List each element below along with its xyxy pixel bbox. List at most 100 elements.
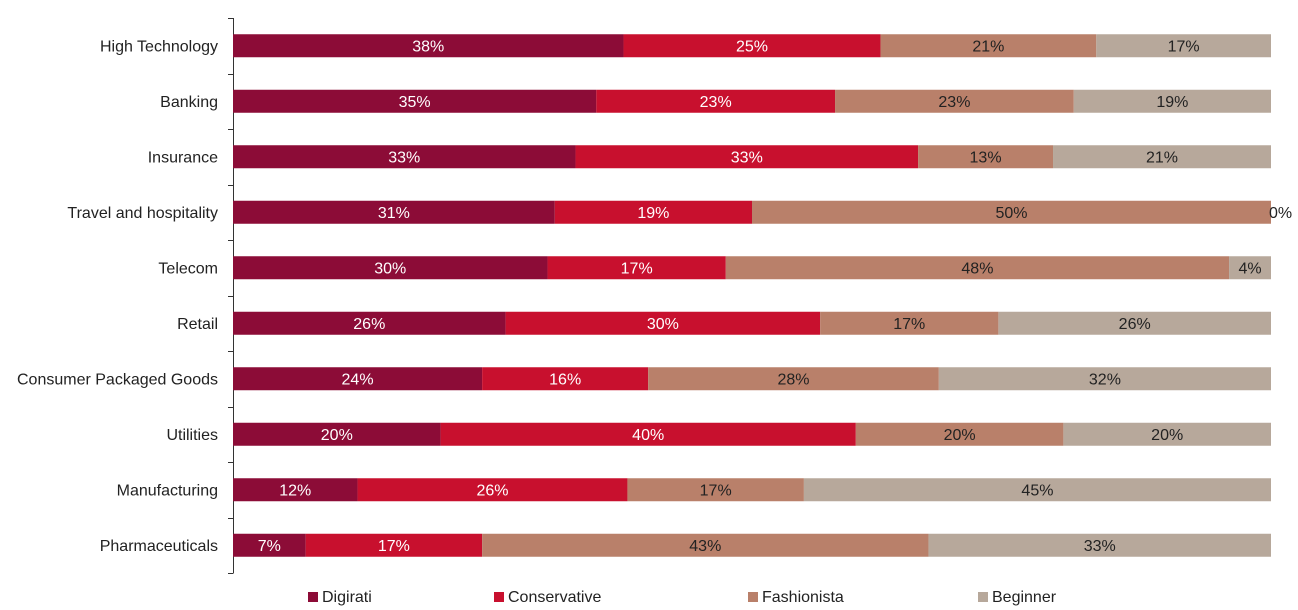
data-label: 30% [374, 260, 406, 277]
category-label: Utilities [166, 427, 218, 444]
data-label: 38% [412, 38, 444, 55]
category-label: Telecom [158, 260, 218, 277]
data-label: 16% [549, 371, 581, 388]
bar-segment-fashionista [648, 367, 939, 391]
legend: Digirati Conservative Fashionista Beginner [308, 589, 1057, 606]
legend-label: Conservative [508, 589, 601, 606]
data-label: 50% [995, 205, 1027, 222]
legend-label: Beginner [992, 589, 1057, 606]
bar-segment-beginner [1229, 256, 1271, 280]
data-label: 20% [321, 427, 353, 444]
bar-segment-fashionista [725, 256, 1230, 280]
data-label: 21% [972, 38, 1004, 55]
bar-segment-beginner [803, 478, 1271, 502]
bar-segment-beginner [928, 533, 1271, 557]
bars: 38% 25% 21% 17% 35% 23% 23% 19% 33% 33% 13% 21% 31% 1… [233, 34, 1292, 557]
data-label: 26% [1119, 316, 1151, 333]
data-label: 12% [279, 482, 311, 499]
data-label: 40% [632, 427, 664, 444]
data-label: 33% [388, 149, 420, 166]
bar-segment-beginner [1073, 89, 1271, 113]
bar-segment-fashionista [820, 311, 999, 335]
data-label: 33% [1084, 538, 1116, 555]
data-label: 30% [647, 316, 679, 333]
legend-item-fashionista: Fashionista [748, 589, 844, 606]
bar-segment-conservative [440, 422, 856, 446]
bar-segment-conservative [623, 34, 881, 58]
bar-segment-digirati [233, 145, 576, 169]
bar-segment-beginner [1063, 422, 1271, 446]
bar-segment-digirati [233, 533, 306, 557]
category-labels: High Technology Banking Insurance Travel an… [17, 38, 218, 555]
bar-segment-digirati [233, 311, 506, 335]
data-label: 0% [1269, 205, 1292, 222]
data-label: 19% [637, 205, 669, 222]
bar-segment-fashionista [752, 200, 1271, 224]
legend-item-conservative: Conservative [494, 589, 601, 606]
bar-segment-fashionista [880, 34, 1097, 58]
data-label: 28% [778, 371, 810, 388]
data-label: 17% [700, 482, 732, 499]
bar-segment-digirati [233, 422, 441, 446]
category-label: Insurance [148, 149, 218, 166]
category-label: Consumer Packaged Goods [17, 371, 218, 388]
data-label: 23% [938, 94, 970, 111]
legend-label: Digirati [322, 589, 372, 606]
bar-segment-conservative [482, 367, 649, 391]
bar-segment-conservative [305, 533, 483, 557]
legend-item-digirati: Digirati [308, 589, 372, 606]
data-label: 17% [621, 260, 653, 277]
category-label: Pharmaceuticals [100, 538, 218, 555]
legend-swatch [978, 592, 988, 602]
category-label: Banking [160, 94, 218, 111]
data-label: 23% [700, 94, 732, 111]
data-label: 20% [944, 427, 976, 444]
data-label: 21% [1146, 149, 1178, 166]
data-label: 17% [893, 316, 925, 333]
bar-segment-fashionista [482, 533, 929, 557]
data-label: 25% [736, 38, 768, 55]
data-label: 20% [1151, 427, 1183, 444]
data-label: 32% [1089, 371, 1121, 388]
legend-item-beginner: Beginner [978, 589, 1057, 606]
data-label: 48% [961, 260, 993, 277]
bar-segment-digirati [233, 478, 358, 502]
data-label: 45% [1021, 482, 1053, 499]
data-label: 31% [378, 205, 410, 222]
bar-segment-digirati [233, 200, 555, 224]
bar-segment-fashionista [627, 478, 804, 502]
bar-segment-conservative [357, 478, 628, 502]
bar-segment-beginner [998, 311, 1271, 335]
data-label: 43% [689, 538, 721, 555]
bar-segment-beginner [1096, 34, 1271, 58]
legend-label: Fashionista [762, 589, 844, 606]
bar-segment-conservative [596, 89, 836, 113]
bar-segment-conservative [554, 200, 752, 224]
data-label: 17% [1168, 38, 1200, 55]
bar-segment-fashionista [918, 145, 1054, 169]
bar-segment-fashionista [835, 89, 1074, 113]
legend-swatch [494, 592, 504, 602]
data-label: 24% [342, 371, 374, 388]
bar-segment-beginner [1053, 145, 1271, 169]
bar-segment-fashionista [855, 422, 1064, 446]
category-label: Retail [177, 316, 218, 333]
category-label: Manufacturing [117, 482, 218, 499]
bar-segment-digirati [233, 256, 548, 280]
bar-segment-conservative [505, 311, 821, 335]
data-label: 13% [970, 149, 1002, 166]
legend-swatch [748, 592, 758, 602]
bar-segment-beginner [938, 367, 1271, 391]
bar-segment-conservative [547, 256, 726, 280]
data-label: 4% [1238, 260, 1261, 277]
category-label: Travel and hospitality [67, 205, 218, 222]
data-label: 35% [399, 94, 431, 111]
category-axis [228, 18, 234, 574]
legend-swatch [308, 592, 318, 602]
data-label: 17% [378, 538, 410, 555]
bar-segment-digirati [233, 34, 624, 58]
bar-segment-digirati [233, 367, 483, 391]
data-label: 7% [258, 538, 281, 555]
bar-segment-conservative [575, 145, 919, 169]
